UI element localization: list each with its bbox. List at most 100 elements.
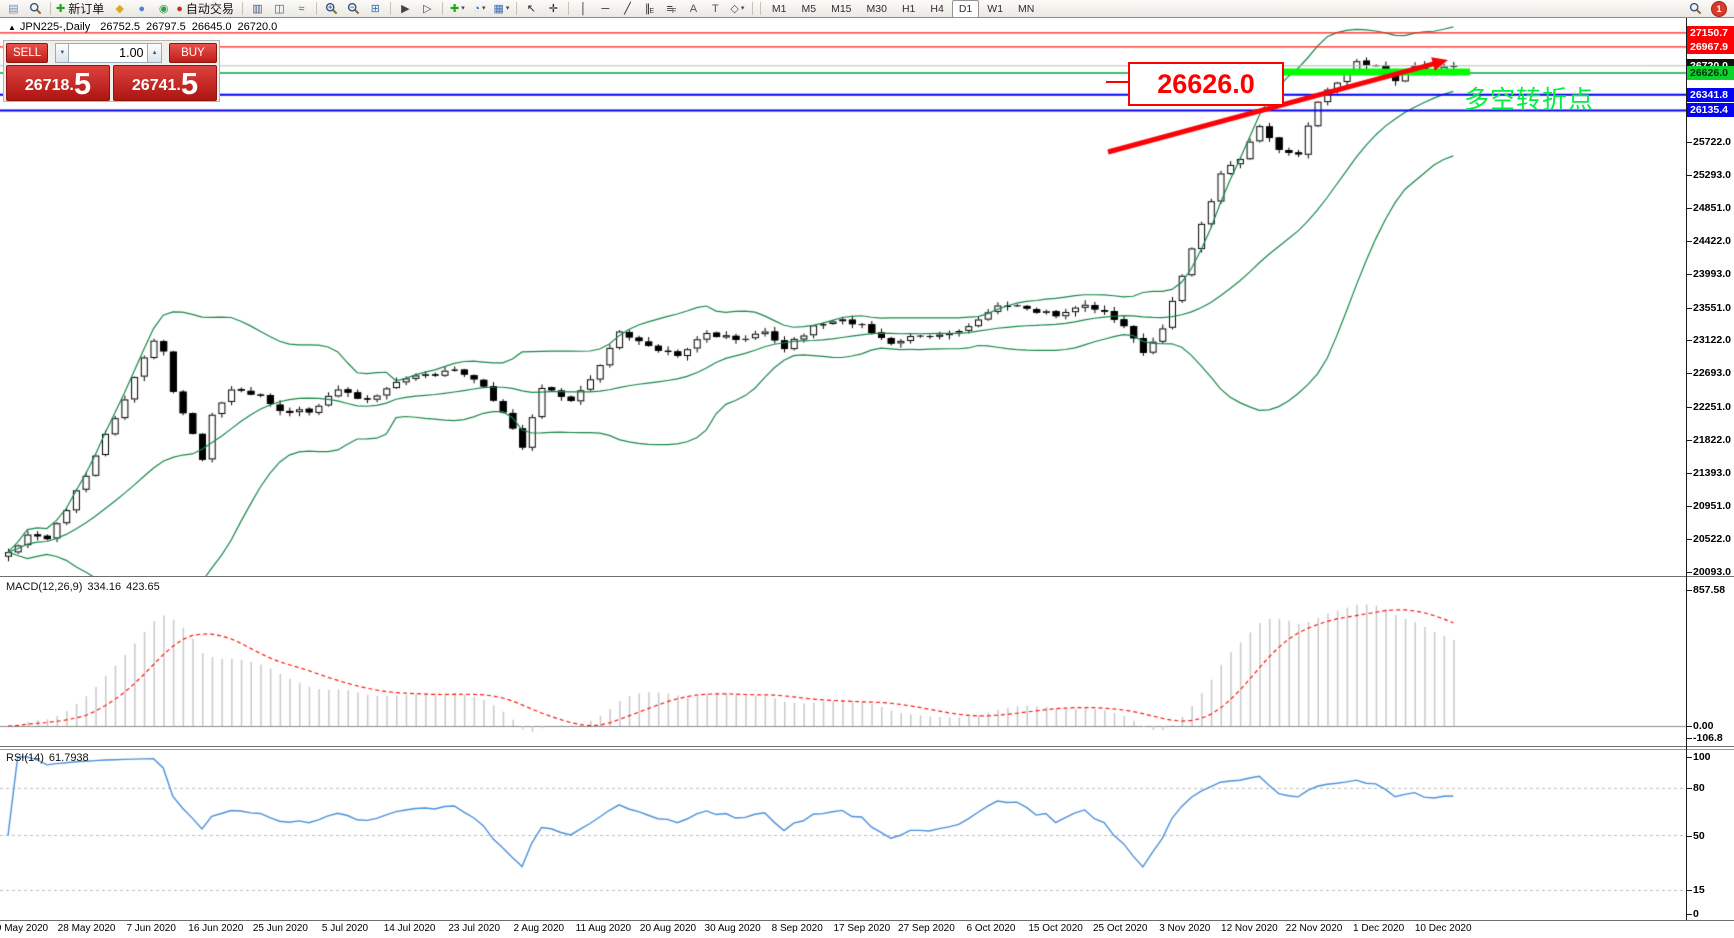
date-label: 20 Aug 2020 <box>639 923 697 934</box>
close-value: 26720.0 <box>237 21 278 33</box>
timeframe-d1[interactable]: D1 <box>951 0 980 18</box>
toolbar-search-button[interactable] <box>1685 1 1706 17</box>
toolbar-new-order-button[interactable]: ✚ 新订单 <box>55 1 108 17</box>
date-label: 5 Jul 2020 <box>321 923 369 934</box>
toolbar-separator <box>241 2 243 15</box>
volume-input[interactable] <box>69 43 148 63</box>
toolbar-candle-chart-mode-button[interactable]: ◫ <box>269 1 290 17</box>
open-value: 26752.5 <box>100 21 140 33</box>
toolbar-crosshair-button[interactable]: ✛ <box>543 1 564 17</box>
annotation-connector-line <box>1106 81 1129 83</box>
timeframe-w1[interactable]: W1 <box>987 2 1004 15</box>
low-value: 26645.0 <box>191 21 232 33</box>
date-label: 30 Aug 2020 <box>704 923 761 934</box>
timeframe-m5[interactable]: M5 <box>801 2 817 15</box>
toolbar-zoom-in-button[interactable]: + <box>321 1 342 17</box>
pane-separator <box>0 749 1734 750</box>
toolbar-fibonacci-tool-button[interactable]: ≡ F <box>661 1 682 17</box>
rsi-tick-label: 80 <box>1687 782 1705 795</box>
main-price-chart[interactable] <box>0 18 1686 576</box>
timeframe-h4[interactable]: H4 <box>930 2 944 15</box>
one-click-trading-panel: SELL ▼ ▲ BUY 26718.5 26741.5 <box>3 40 220 102</box>
macd-tick-label: 857.58 <box>1686 584 1726 596</box>
macd-tick-label: -106.8 <box>1687 732 1723 744</box>
collapse-icon[interactable]: ▲ <box>8 23 16 32</box>
pane-separator[interactable] <box>0 576 1734 577</box>
toolbar-label-tool-button[interactable]: T <box>705 1 726 17</box>
timeframe-m1[interactable]: M1 <box>771 2 787 15</box>
price-tick-label: 23993.0 <box>1687 268 1731 280</box>
indicators-icon: ✚ <box>450 2 460 15</box>
toolbar-period-presets-button[interactable]: ◔ ▾ <box>469 1 490 17</box>
dropdown-caret-icon: ▾ <box>461 4 465 12</box>
macd-tick-label: 0.00 <box>1686 720 1714 732</box>
rsi-indicator-chart[interactable] <box>0 748 1686 920</box>
toolbar-line-chart-mode-button[interactable]: ≈ <box>291 1 312 17</box>
zoom-in-icon: + <box>325 2 338 15</box>
new-order-icon: ✚ <box>56 2 66 15</box>
toolbar-chart-shift-button[interactable]: ▷ <box>417 1 438 17</box>
toolbar-separator <box>515 2 517 15</box>
caret-up-icon: ▲ <box>151 50 158 56</box>
toolbar-vertical-line-tool-button[interactable]: │ <box>573 1 594 17</box>
rsi-name: RSI(14) <box>6 752 44 764</box>
toolbar-templates-button[interactable]: ▦ ▾ <box>491 1 512 17</box>
macd-indicator-chart[interactable] <box>0 578 1686 746</box>
timeframe-mn[interactable]: MN <box>1018 2 1035 15</box>
buy-price-display[interactable]: 26741. 5 <box>113 65 217 101</box>
autotrading-label: 自动交易 <box>185 1 234 16</box>
buy-button[interactable]: BUY <box>168 43 217 63</box>
charts-window-icon: ▤ <box>8 2 19 15</box>
toolbar-navigator-button[interactable] <box>25 1 46 17</box>
notification-badge[interactable]: 1 <box>1711 0 1727 17</box>
macd-name: MACD(12,26,9) <box>6 581 83 593</box>
toolbar-zoom-out-button[interactable]: − <box>343 1 364 17</box>
date-label: 23 Jul 2020 <box>448 923 501 934</box>
toolbar-auto-scroll-button[interactable]: ▶ <box>395 1 416 17</box>
toolbar-arrows-tool-button[interactable]: ◇ ▾ <box>727 1 748 17</box>
date-label: 22 Nov 2020 <box>1285 923 1343 934</box>
price-tick-label: 21822.0 <box>1687 433 1731 446</box>
label-tool-icon: T <box>712 2 719 15</box>
timeframe-h1[interactable]: H1 <box>901 2 916 15</box>
pane-separator[interactable] <box>0 746 1734 747</box>
toolbar-experts-button[interactable]: ● <box>131 1 152 17</box>
timeframe-m30[interactable]: M30 <box>866 2 887 15</box>
toolbar-tile-windows-button[interactable]: ⊞ <box>365 1 386 17</box>
toolbar-bar-chart-mode-button[interactable]: ▥ <box>247 1 268 17</box>
trendline-tool-icon: ╱ <box>624 2 631 15</box>
high-value: 26797.5 <box>146 21 186 33</box>
toolbar-horizontal-line-tool-button[interactable]: ─ <box>595 1 616 17</box>
timeframe-m15[interactable]: M15 <box>831 2 852 15</box>
price-tick-label: 23551.0 <box>1687 301 1731 314</box>
buy-price-base: 26741. <box>131 77 181 94</box>
price-level-annotation-box[interactable]: 26626.0 <box>1128 62 1284 106</box>
sell-price-base: 26718. <box>24 77 74 94</box>
price-tick-label: 24851.0 <box>1687 202 1731 215</box>
vertical-line-tool-icon: │ <box>579 2 587 15</box>
crosshair-icon: ✛ <box>548 2 559 15</box>
toolbar-styles-button[interactable]: ◆ <box>109 1 130 17</box>
toolbar-separator <box>567 2 569 15</box>
volume-increase-button[interactable]: ▲ <box>147 43 162 63</box>
toolbar-cursor-button[interactable]: ↖ <box>521 1 542 17</box>
toolbar-text-tool-button[interactable]: A <box>683 1 704 17</box>
macd-label: MACD(12,26,9) 334.16 423.65 <box>6 581 165 593</box>
date-label: 15 Oct 2020 <box>1028 923 1083 934</box>
toolbar-trendline-tool-button[interactable]: ╱ <box>617 1 638 17</box>
dropdown-caret-icon: ▾ <box>505 4 510 12</box>
chart-shift-icon: ▷ <box>423 2 432 15</box>
toolbar-charts-window-button[interactable]: ▤ <box>3 1 24 17</box>
toolbar-indicators-button[interactable]: ✚ ▾ <box>447 1 468 17</box>
sell-price-display[interactable]: 26718. 5 <box>6 65 110 101</box>
turning-point-label[interactable]: 多空转折点 <box>1464 86 1595 114</box>
autotrading-icon: ● <box>176 2 183 15</box>
sell-button[interactable]: SELL <box>6 43 49 63</box>
price-badge: 26626.0 <box>1687 65 1734 80</box>
toolbar-autotrading-button[interactable]: ● 自动交易 <box>175 1 238 17</box>
toolbar-equidistant-channel-tool-button[interactable]: ∥ E <box>639 1 660 17</box>
rsi-tick-label: 50 <box>1687 829 1705 842</box>
toolbar-signals-button[interactable]: ◉ <box>153 1 174 17</box>
price-tick-label: 23122.0 <box>1687 334 1731 347</box>
volume-decrease-button[interactable]: ▼ <box>55 43 70 63</box>
